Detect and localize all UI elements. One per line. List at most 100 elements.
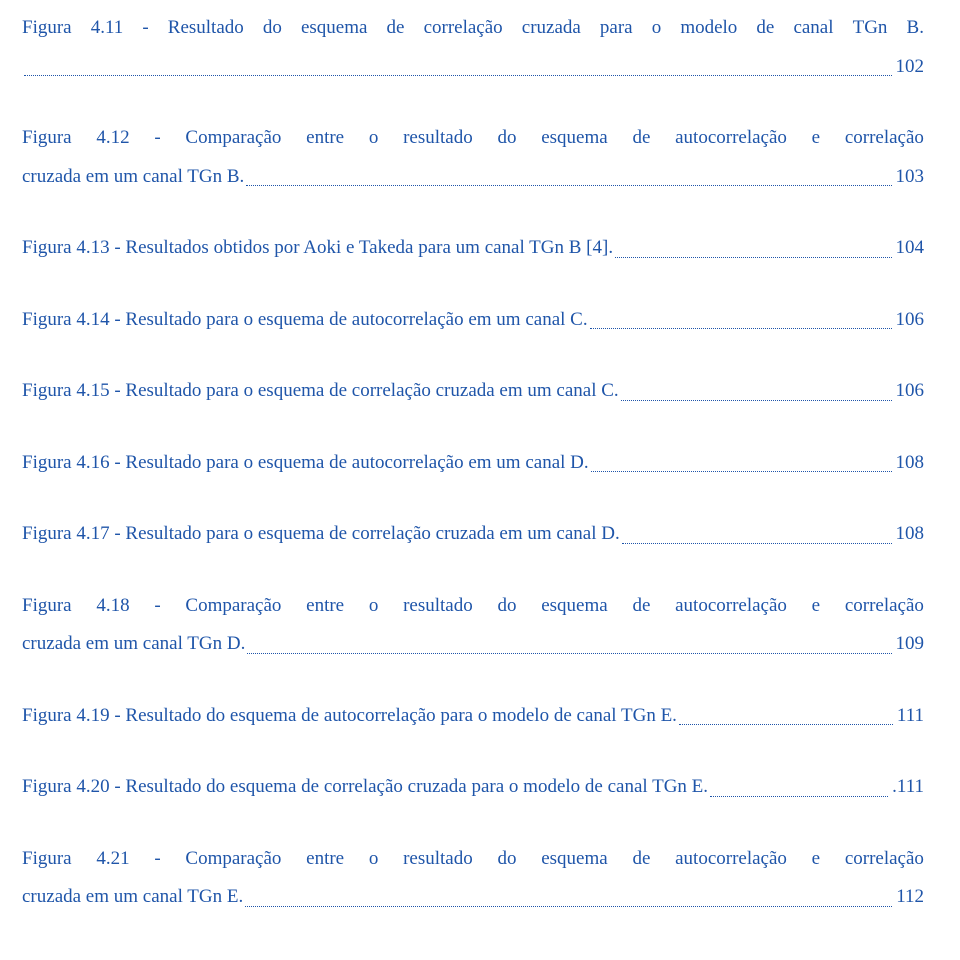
toc-label: Figura 4.13 - Resultados obtidos por Aok… xyxy=(22,234,613,263)
toc-word: de xyxy=(632,592,650,621)
toc-label: Figura 4.16 - Resultado para o esquema d… xyxy=(22,449,589,478)
toc-label: cruzada em um canal TGn D. xyxy=(22,630,245,659)
toc-leader-dots xyxy=(621,382,892,400)
toc-entry-line1: Figura 4.11-Resultado do esquema de correlaçã… xyxy=(22,14,924,43)
toc-word: autocorrelação xyxy=(675,845,787,874)
toc-label: Figura 4.19 - Resultado do esquema de au… xyxy=(22,702,677,731)
toc-word: esquema xyxy=(301,14,367,43)
toc-word: autocorrelação xyxy=(675,592,787,621)
toc-word: Resultado xyxy=(168,14,244,43)
toc-word: correlação xyxy=(845,845,924,874)
toc-word: esquema xyxy=(541,124,607,153)
toc-leader-dots xyxy=(615,239,891,257)
toc-word: resultado xyxy=(403,592,473,621)
toc-leader-dots xyxy=(622,525,892,543)
toc-word: Figura xyxy=(22,124,72,153)
toc-leader-dots xyxy=(24,58,892,76)
toc-entry: Figura 4.16 - Resultado para o esquema d… xyxy=(22,449,924,478)
toc-word: - xyxy=(142,14,148,43)
toc-word: - xyxy=(154,592,160,621)
toc-entry-line1: Figura 4.18-Comparação entreo resultado does… xyxy=(22,592,924,621)
toc-word: e xyxy=(812,124,820,153)
toc-entry-line1: Figura 4.12-Comparação entreo resultado does… xyxy=(22,124,924,153)
toc-leader-dots xyxy=(710,778,888,796)
toc-label: cruzada em um canal TGn E. xyxy=(22,883,243,912)
toc-entry: Figura 4.15 - Resultado para o esquema d… xyxy=(22,377,924,406)
toc-word: entre xyxy=(306,845,344,874)
toc-word: 4.18 xyxy=(96,592,129,621)
toc-word: resultado xyxy=(403,845,473,874)
toc-word: do xyxy=(497,845,516,874)
toc-page: 109 xyxy=(894,630,925,659)
toc-word: TGn xyxy=(853,14,888,43)
toc-word: esquema xyxy=(541,592,607,621)
toc-word: do xyxy=(497,592,516,621)
toc-label: Figura 4.14 - Resultado para o esquema d… xyxy=(22,306,588,335)
toc-word: Comparação xyxy=(185,592,281,621)
toc-leader-dots xyxy=(245,888,892,906)
toc-word: entre xyxy=(306,124,344,153)
toc-word: - xyxy=(154,845,160,874)
toc-word: cruzada xyxy=(522,14,581,43)
toc-entry: Figura 4.19 - Resultado do esquema de au… xyxy=(22,702,924,731)
toc-word: Comparação xyxy=(185,845,281,874)
toc-entry: cruzada em um canal TGn E. 112 xyxy=(22,883,924,912)
toc-word: - xyxy=(154,124,160,153)
toc-word: de xyxy=(387,14,405,43)
toc-word: para xyxy=(600,14,633,43)
toc-word: canal xyxy=(793,14,833,43)
toc-word: o xyxy=(369,124,379,153)
toc-entry: 102 xyxy=(22,53,924,82)
toc-word: 4.21 xyxy=(96,845,129,874)
toc-word: Figura xyxy=(22,14,72,43)
toc-entry: Figura 4.20 - Resultado do esquema de co… xyxy=(22,773,924,802)
toc-word: B. xyxy=(907,14,924,43)
toc-word: autocorrelação xyxy=(675,124,787,153)
toc-word: e xyxy=(812,845,820,874)
toc-label: cruzada em um canal TGn B. xyxy=(22,163,244,192)
toc-page: 103 xyxy=(894,163,925,192)
toc-word: Figura xyxy=(22,845,72,874)
toc-page: 102 xyxy=(894,53,925,82)
toc-entry: cruzada em um canal TGn D. 109 xyxy=(22,630,924,659)
toc-leader-dots xyxy=(246,168,891,186)
toc-entry: Figura 4.13 - Resultados obtidos por Aok… xyxy=(22,234,924,263)
toc-word: do xyxy=(263,14,282,43)
toc-label: Figura 4.20 - Resultado do esquema de co… xyxy=(22,773,708,802)
toc-page: .111 xyxy=(890,773,924,802)
toc-word: o xyxy=(652,14,662,43)
toc-word: 4.11 xyxy=(91,14,124,43)
toc-entry: Figura 4.14 - Resultado para o esquema d… xyxy=(22,306,924,335)
toc-word: entre xyxy=(306,592,344,621)
toc-page: 111 xyxy=(895,702,924,731)
toc-word: modelo xyxy=(680,14,737,43)
toc-page: 108 xyxy=(894,449,925,478)
toc-word: o xyxy=(369,845,379,874)
toc-label: Figura 4.17 - Resultado para o esquema d… xyxy=(22,520,620,549)
toc-page: 112 xyxy=(894,883,924,912)
toc-word: de xyxy=(632,845,650,874)
figure-list: Figura4.11-Resultadodoesquemadecorrelaçã… xyxy=(22,14,924,912)
toc-page: 104 xyxy=(894,234,925,263)
toc-label: Figura 4.15 - Resultado para o esquema d… xyxy=(22,377,619,406)
toc-word: do xyxy=(497,124,516,153)
toc-leader-dots xyxy=(591,454,892,472)
toc-word: esquema xyxy=(541,845,607,874)
toc-word: e xyxy=(812,592,820,621)
toc-word: Comparação xyxy=(185,124,281,153)
toc-leader-dots xyxy=(679,707,893,725)
toc-page: 106 xyxy=(894,377,925,406)
toc-entry: cruzada em um canal TGn B. 103 xyxy=(22,163,924,192)
toc-page: 108 xyxy=(894,520,925,549)
toc-word: correlação xyxy=(845,124,924,153)
toc-word: resultado xyxy=(403,124,473,153)
toc-leader-dots xyxy=(247,635,891,653)
toc-leader-dots xyxy=(590,311,892,329)
toc-word: 4.12 xyxy=(96,124,129,153)
toc-word: de xyxy=(756,14,774,43)
toc-entry-line1: Figura 4.21-Comparação entreo resultado does… xyxy=(22,845,924,874)
toc-word: Figura xyxy=(22,592,72,621)
toc-word: correlação xyxy=(845,592,924,621)
toc-word: o xyxy=(369,592,379,621)
toc-word: correlação xyxy=(424,14,503,43)
